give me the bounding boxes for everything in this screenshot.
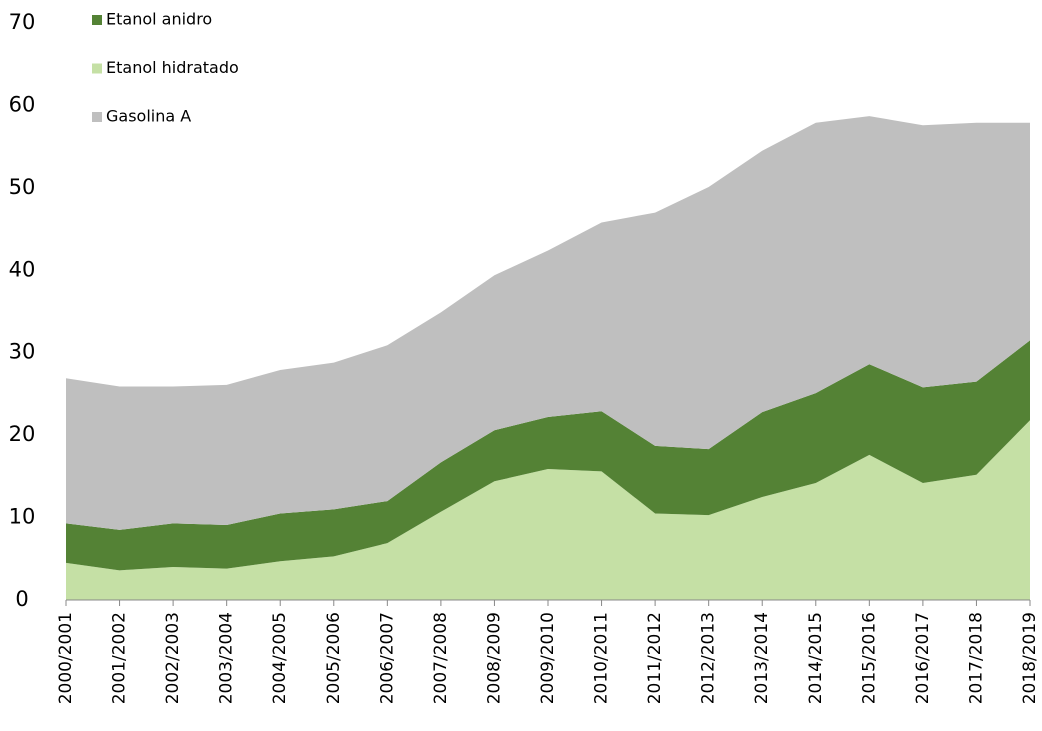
y-tick-label: 10 — [9, 505, 36, 529]
y-tick-label: 50 — [9, 175, 36, 199]
legend-label: Etanol anidro — [106, 10, 212, 29]
x-tick-label: 2011/2012 — [645, 612, 665, 704]
y-tick-label: 0 — [15, 587, 28, 611]
x-tick-label: 2016/2017 — [913, 612, 933, 704]
x-tick-label: 2017/2018 — [966, 612, 986, 704]
x-tick-label: 2008/2009 — [484, 612, 504, 704]
x-tick-label: 2010/2011 — [592, 612, 612, 704]
x-tick-label: 2000/2001 — [56, 612, 76, 704]
legend-swatch — [92, 112, 102, 122]
legend-label: Gasolina A — [106, 107, 191, 126]
x-tick-label: 2004/2005 — [270, 612, 290, 704]
y-tick-label: 30 — [9, 340, 36, 364]
legend-label: Etanol hidratado — [106, 58, 239, 77]
x-tick-label: 2005/2006 — [324, 612, 344, 704]
x-tick-label: 2015/2016 — [859, 612, 879, 704]
x-tick-label: 2009/2010 — [538, 612, 558, 704]
legend-swatch — [92, 15, 102, 25]
y-tick-label: 20 — [9, 422, 36, 446]
x-tick-label: 2014/2015 — [806, 612, 826, 704]
x-tick-label: 2001/2002 — [110, 612, 130, 704]
x-tick-label: 2002/2003 — [163, 612, 183, 704]
x-tick-label: 2006/2007 — [377, 612, 397, 704]
area — [66, 340, 1030, 571]
legend-swatch — [92, 63, 102, 74]
x-tick-label: 2018/2019 — [1020, 612, 1040, 704]
x-tick-label: 2003/2004 — [217, 612, 237, 704]
area — [66, 420, 1030, 600]
area — [66, 116, 1030, 530]
x-tick-label: 2013/2014 — [752, 612, 772, 704]
y-tick-label: 70 — [9, 10, 36, 34]
x-tick-label: 2007/2008 — [431, 612, 451, 704]
y-tick-label: 60 — [9, 92, 36, 116]
y-tick-label: 40 — [9, 257, 36, 281]
x-tick-label: 2012/2013 — [699, 612, 719, 704]
